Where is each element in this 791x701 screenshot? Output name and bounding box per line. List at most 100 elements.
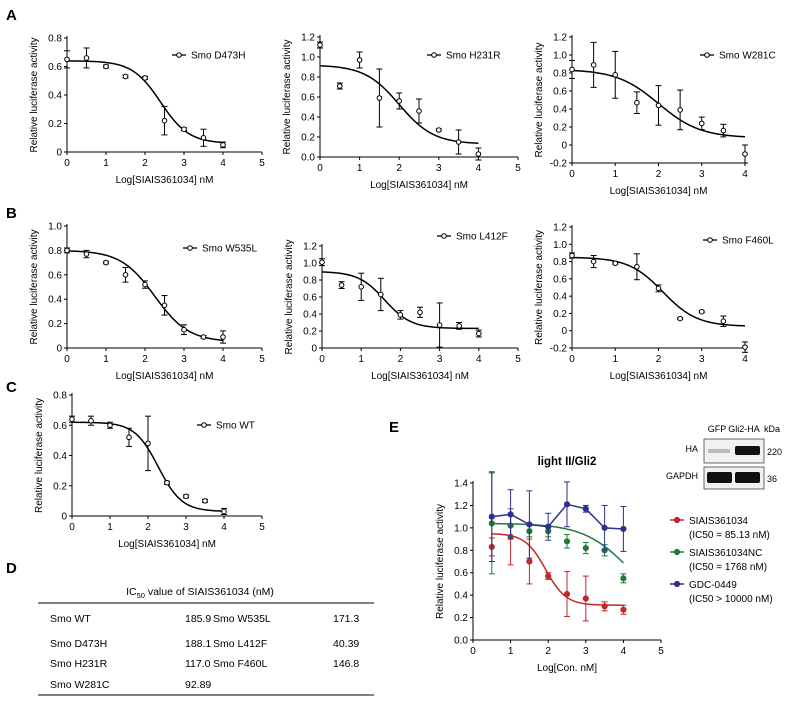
- data-point: [569, 252, 575, 259]
- x-tick-label: 2: [142, 158, 148, 169]
- y-tick-label: 0.2: [454, 613, 468, 624]
- data-point: [634, 263, 640, 270]
- y-tick-label: 0: [561, 326, 567, 337]
- y-axis-label: Relative luciferase activity: [534, 230, 545, 345]
- data-point: [698, 308, 705, 315]
- chart-1: 0 1 2 3 4 5 0 0.2 0.4 0.6 0.8 Log[SIAIS361034] nM Re…: [29, 34, 265, 187]
- table-row: Smo WT 185.9 Smo W535L 171.3: [50, 613, 359, 625]
- y-tick-label: 0.4: [553, 292, 567, 303]
- legend-ic50: (IC50 = 1768 nM): [689, 562, 767, 573]
- data-point: [677, 107, 683, 113]
- data-point: [69, 416, 75, 423]
- data-point: [590, 62, 597, 68]
- chart-8: 0 1 2 3 4 5 0.0 0.2 0.4 0.6 0.8 1.0 1.2 1.4 Log[Con. n…: [435, 456, 773, 674]
- data-point: [107, 422, 113, 429]
- legend-ic50: (IC50 > 10000 nM): [689, 594, 773, 605]
- wb-band: [708, 449, 730, 453]
- data-point: [142, 281, 148, 288]
- data-point: [526, 521, 533, 528]
- data-point: [338, 282, 345, 288]
- table-cell-name: Smo D473H: [50, 638, 107, 650]
- legend-marker: [201, 422, 207, 428]
- y-axis-label: Relative luciferase activity: [435, 504, 446, 619]
- table-cell-name: Smo F460L: [213, 658, 267, 670]
- x-tick-label: 5: [515, 163, 521, 174]
- data-point: [83, 251, 90, 257]
- y-axis-label: Relative luciferase activity: [34, 398, 45, 513]
- y-tick-label: 1.4: [454, 479, 468, 490]
- x-tick-label: 5: [259, 158, 265, 169]
- series-gdc-0449: [488, 471, 627, 562]
- data-point: [416, 108, 422, 114]
- y-tick-label: 0.2: [48, 119, 62, 130]
- wb-band: [707, 472, 732, 483]
- legend-label: Smo H231R: [446, 51, 500, 62]
- data-point: [582, 505, 589, 512]
- data-point: [634, 99, 640, 106]
- y-tick-label: 0: [61, 512, 67, 523]
- panel-label-e: E: [389, 419, 399, 436]
- series-smo-l412f: [319, 258, 482, 348]
- data-point: [620, 525, 627, 533]
- x-tick-label: 3: [181, 158, 187, 169]
- y-tick-label: 0.6: [303, 293, 317, 304]
- y-tick-label: 0.4: [48, 91, 62, 102]
- x-tick-label: 1: [103, 354, 109, 365]
- table-row: Smo D473H 188.1 Smo L412F 40.39: [50, 638, 359, 650]
- data-point: [620, 575, 627, 582]
- data-point: [83, 55, 90, 61]
- y-tick-label: 0.8: [303, 276, 317, 287]
- data-point: [64, 56, 70, 63]
- data-point: [436, 127, 442, 133]
- chart-2: 0 1 2 3 4 5 0.0 0.2 0.4 0.6 0.8 1.0 1.2 Log[SIAIS3610…: [282, 33, 521, 192]
- y-tick-label: 0.6: [454, 568, 468, 579]
- x-tick-label: 4: [221, 522, 227, 533]
- data-point: [397, 312, 404, 318]
- x-tick-label: 1: [358, 354, 364, 365]
- legend-label: Smo WT: [216, 421, 255, 432]
- y-tick-label: 0.4: [48, 295, 62, 306]
- table-row: Smo H231R 117.0 Smo F460L 146.8: [50, 658, 359, 670]
- x-tick-label: 5: [259, 354, 265, 365]
- data-point: [358, 284, 365, 290]
- table-cell-value: 117.0: [185, 658, 211, 670]
- table-cell-name: Smo L412F: [213, 638, 267, 650]
- x-tick-label: 2: [656, 354, 662, 365]
- data-point: [220, 334, 226, 340]
- y-axis-label: Relative luciferase activity: [282, 39, 293, 154]
- table-cell-value: 185.9: [185, 613, 211, 625]
- y-tick-label: 0.8: [454, 546, 468, 557]
- data-point: [582, 544, 589, 552]
- y-tick-label: 1.2: [301, 33, 315, 44]
- x-tick-label: 3: [183, 522, 189, 533]
- panel-label-d: D: [6, 560, 17, 577]
- panel-label-c: C: [6, 379, 17, 396]
- x-tick-label: 2: [142, 354, 148, 365]
- table-cell-value: 146.8: [333, 658, 359, 670]
- legend-label: Smo D473H: [191, 51, 245, 62]
- x-tick-label: 3: [181, 354, 187, 365]
- wb-band: [735, 446, 760, 455]
- y-tick-label: 0.2: [553, 123, 567, 134]
- x-tick-label: 4: [476, 163, 482, 174]
- x-axis-label: Log[SIAIS361034] nM: [116, 371, 214, 382]
- legend-ic50: (IC50 = 85.13 nM): [689, 530, 770, 541]
- chart-4: 0 1 2 3 4 5 0 0.2 0.4 0.6 0.8 1.0 Log[SIAIS361034] n…: [29, 222, 265, 383]
- x-tick-label: 4: [220, 354, 226, 365]
- legend: SIAIS361034 (IC50 = 85.13 nM) SIAIS361034N…: [670, 516, 773, 605]
- data-point: [601, 603, 608, 610]
- data-point: [396, 98, 403, 104]
- y-tick-label: 0.4: [301, 113, 315, 124]
- x-tick-label: 2: [145, 522, 151, 533]
- x-axis-label: Log[SIAIS361034] nM: [610, 371, 708, 382]
- x-tick-label: 4: [742, 354, 748, 365]
- legend-marker: [441, 233, 447, 239]
- table-cell-name: Smo W281C: [50, 679, 110, 691]
- wb-col-gfp: GFP: [708, 424, 727, 434]
- data-point: [221, 508, 227, 515]
- table-cell-name: Smo WT: [50, 613, 91, 625]
- data-point: [720, 318, 727, 325]
- chart-5: 0 1 2 3 4 5 0 0.2 0.4 0.6 0.8 1.0 1.2 Log[SIAIS361034…: [284, 232, 521, 383]
- y-tick-label: 0.8: [48, 246, 62, 257]
- series-smo-f460l: [569, 252, 748, 353]
